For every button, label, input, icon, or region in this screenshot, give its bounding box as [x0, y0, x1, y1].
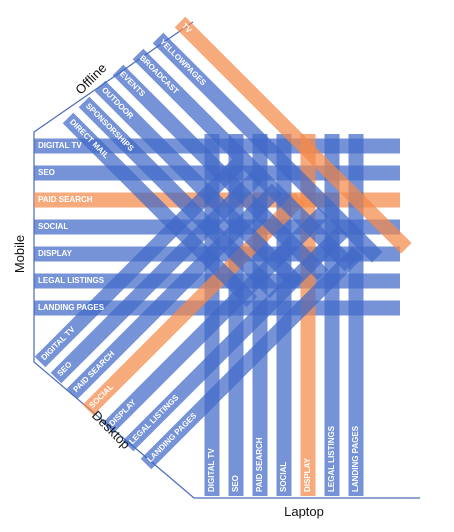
mobile-label-landing-pages: LANDING PAGES: [38, 303, 105, 312]
desktop-band-landing-pages: [140, 246, 364, 470]
laptop-axis-label: Laptop: [284, 504, 324, 519]
laptop-label-landing-pages: LANDING PAGES: [351, 425, 360, 492]
desktop-band-social: [82, 192, 306, 416]
laptop-label-legal-listings: LEGAL LISTINGS: [327, 425, 336, 492]
mobile-label-digital-tv: DIGITAL TV: [38, 141, 82, 150]
offline-band-outdoor: [94, 80, 304, 290]
mobile-axis-label: Mobile: [12, 235, 27, 273]
diagram-outline: [33, 21, 420, 499]
laptop-label-social: SOCIAL: [279, 462, 288, 492]
mobile-label-seo: SEO: [38, 168, 55, 177]
laptop-label-digital-tv: DIGITAL TV: [207, 448, 216, 492]
mobile-label-social: SOCIAL: [38, 222, 68, 231]
outline-stroke: [33, 21, 420, 499]
mobile-label-display: DISPLAY: [38, 249, 73, 258]
mobile-label-legal-listings: LEGAL LISTINGS: [38, 276, 105, 285]
offline-band-tv: [174, 16, 412, 254]
offline-band-sponsorships: [78, 96, 281, 299]
offline-band-direct-mail: [62, 112, 258, 308]
mobile-label-paid-search: PAID SEARCH: [38, 195, 93, 204]
channel-bands: [34, 16, 412, 496]
offline-band-broadcast: [132, 48, 356, 272]
laptop-label-display: DISPLAY: [303, 457, 312, 492]
laptop-label-paid-search: PAID SEARCH: [255, 437, 264, 492]
laptop-label-seo: SEO: [231, 475, 240, 492]
offline-band-events: [112, 64, 329, 281]
offline-band-yellowpages: [152, 32, 383, 263]
